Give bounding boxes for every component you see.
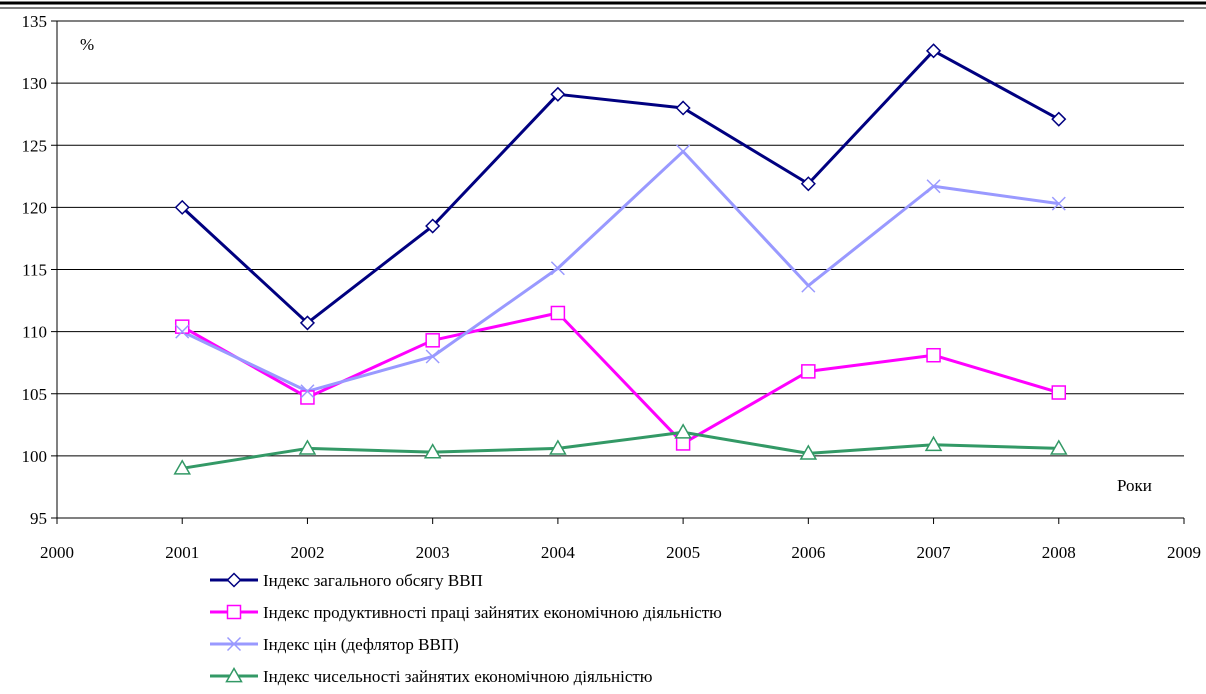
y-tick-label-135: 135 (22, 12, 48, 31)
y-tick-label-95: 95 (30, 509, 47, 528)
y-tick-label-125: 125 (22, 136, 48, 155)
data-point-s2-2001 (174, 319, 190, 334)
legend-swatch-marker-1 (226, 572, 242, 588)
data-point-s4-2003 (423, 443, 442, 459)
legend-item-4: Індекс чисельності зайнятих економічною … (210, 666, 653, 686)
legend: Індекс загального обсягу ВВП Індекс проду… (210, 571, 722, 686)
y-tick-label-105: 105 (22, 385, 48, 404)
data-point-s2-2005 (675, 436, 691, 451)
x-tick-label-2006: 2006 (791, 543, 825, 562)
data-point-s1-2005 (675, 100, 691, 116)
data-point-s3-2004 (550, 261, 565, 276)
y-tick-label-120: 120 (22, 198, 48, 217)
legend-item-1: Індекс загального обсягу ВВП (210, 571, 483, 590)
legend-swatch-marker-4 (225, 666, 243, 683)
x-tick-label-2008: 2008 (1042, 543, 1076, 562)
legend-label-2: Індекс продуктивності праці зайнятих еко… (263, 603, 722, 622)
data-point-s3-2007 (926, 179, 941, 194)
x-tick-label-2004: 2004 (541, 543, 576, 562)
data-point-s4-2006 (799, 444, 818, 460)
y-tick-label-110: 110 (22, 323, 47, 342)
series-markers (173, 43, 1068, 475)
data-point-s3-2001-stroke-b (175, 324, 190, 339)
data-point-s3-2007-stroke-b (926, 179, 941, 194)
series-line-3 (181, 149, 1059, 393)
x-axis-label: Роки (1117, 476, 1152, 495)
data-point-s4-2008 (1049, 439, 1068, 455)
data-point-s4-2001 (173, 459, 192, 475)
data-point-s3-2008-stroke-b (1051, 196, 1066, 211)
x-tick-label-2002: 2002 (290, 543, 324, 562)
data-point-s2-2002 (300, 390, 315, 405)
legend-swatch-marker-3 (226, 636, 242, 652)
data-point-s3-2001 (175, 324, 190, 339)
data-point-s4-2004 (549, 439, 567, 455)
legend-label-3: Індекс цін (дефлятор ВВП) (263, 635, 459, 654)
data-point-s1-2002 (299, 315, 316, 331)
legend-label-1: Індекс загального обсягу ВВП (263, 571, 483, 590)
data-point-s3-2006 (801, 278, 816, 293)
data-point-s4-2005 (674, 423, 692, 439)
x-tick-label-2007: 2007 (917, 543, 952, 562)
series-line-1 (181, 49, 1060, 325)
x-tick-label-2000: 2000 (40, 543, 74, 562)
x-tick-label-2005: 2005 (666, 543, 700, 562)
data-point-s4-2002 (298, 439, 317, 455)
data-point-s1-2008 (1051, 111, 1067, 127)
data-point-s2-2004 (550, 305, 566, 321)
data-point-s3-2005 (676, 144, 691, 159)
legend-label-4: Індекс чисельності зайнятих економічною … (263, 667, 653, 686)
series-line-2 (181, 311, 1060, 445)
data-point-s2-2008 (1051, 385, 1067, 400)
x-tick-label-2003: 2003 (416, 543, 450, 562)
data-point-s3-2008 (1051, 196, 1066, 211)
data-point-s3-2002-stroke-b (300, 384, 315, 399)
data-point-s3-2003-stroke-b (425, 349, 440, 364)
data-point-s4-2007 (924, 435, 943, 452)
data-point-s2-2007 (926, 347, 941, 363)
data-point-s1-2006 (800, 176, 816, 192)
y-tick-label-100: 100 (22, 447, 48, 466)
y-axis-label: % (80, 35, 94, 54)
legend-swatch-marker-2 (226, 604, 242, 620)
legend-item-2: Індекс продуктивності праці зайнятих еко… (210, 603, 722, 622)
data-point-s3-2005-stroke-b (676, 144, 691, 159)
y-tick-label-130: 130 (22, 74, 48, 93)
gridlines (57, 20, 1184, 457)
data-point-s3-2006-stroke-b (801, 278, 816, 293)
series-line-4 (181, 430, 1059, 470)
legend-swatch-marker-3-stroke-b (226, 636, 242, 652)
data-point-s2-2003 (425, 333, 440, 348)
y-tick-label-115: 115 (22, 261, 47, 280)
data-point-s3-2003 (425, 349, 440, 364)
series-lines (181, 49, 1060, 470)
data-point-s3-2002 (300, 384, 315, 399)
data-point-s1-2004 (550, 86, 566, 102)
data-point-s1-2007 (925, 43, 942, 59)
axes: 95 100 105 110 115 120 125 130 135 2000 2001 2002 20… (22, 12, 1202, 562)
data-point-s1-2003 (425, 218, 441, 234)
data-point-s3-2004-stroke-b (550, 261, 565, 276)
legend-item-3: Індекс цін (дефлятор ВВП) (210, 635, 459, 654)
data-point-s1-2001 (174, 199, 190, 215)
x-tick-label-2001: 2001 (165, 543, 199, 562)
x-tick-label-2009: 2009 (1167, 543, 1201, 562)
data-point-s2-2006 (801, 364, 816, 379)
